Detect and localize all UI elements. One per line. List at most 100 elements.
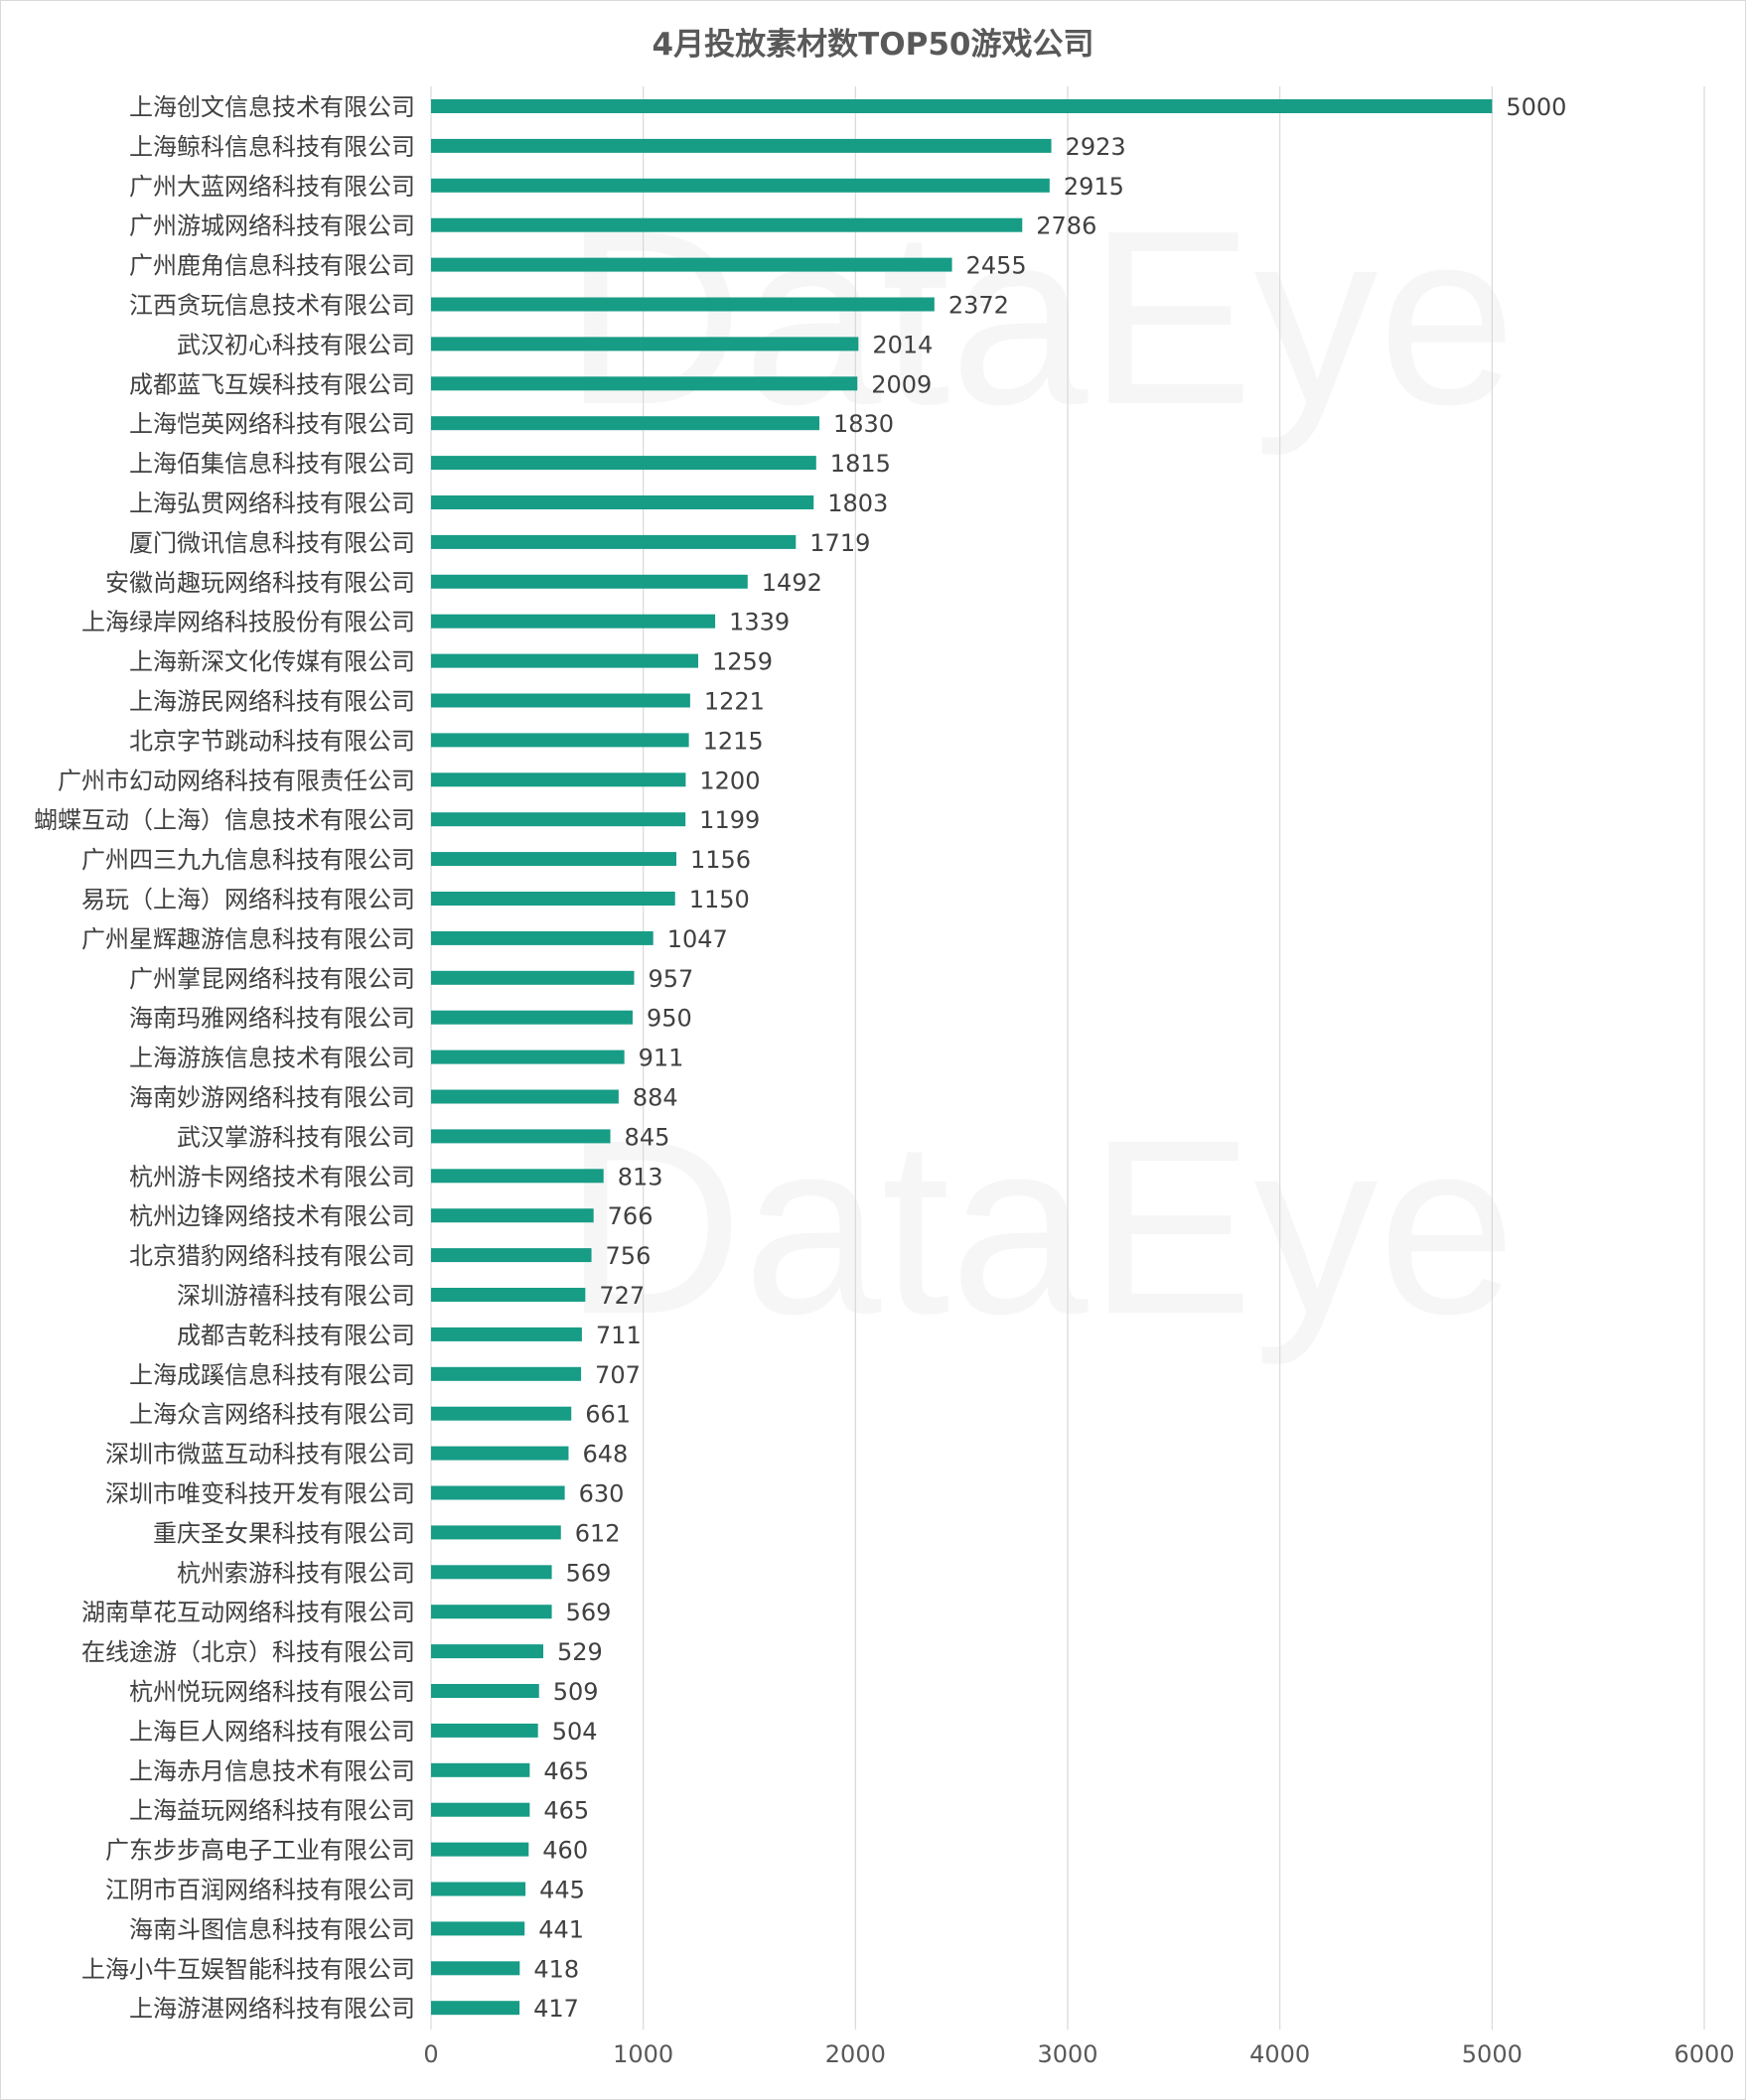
category-label: 武汉掌游科技有限公司 xyxy=(177,1123,415,1151)
bar xyxy=(431,1010,633,1025)
data-label: 630 xyxy=(579,1480,625,1508)
data-label: 707 xyxy=(595,1361,641,1389)
category-label: 湖南草花互动网络科技有限公司 xyxy=(81,1599,415,1626)
bar xyxy=(431,376,858,391)
category-label: 在线途游（北京）科技有限公司 xyxy=(81,1638,415,1666)
data-label: 5000 xyxy=(1506,93,1566,121)
chart-title: 4月投放素材数TOP50游戏公司 xyxy=(652,27,1094,63)
bar xyxy=(431,1802,530,1817)
bar xyxy=(431,1921,525,1936)
data-label: 950 xyxy=(647,1005,692,1033)
data-label: 1830 xyxy=(833,410,894,438)
data-label: 2014 xyxy=(872,331,933,358)
data-label: 529 xyxy=(557,1638,603,1666)
data-labels: 5000 2923 2915 2786 2455 2372 2014 2009 1830 1815… xyxy=(533,93,1566,2023)
category-label: 上海众言网络科技有限公司 xyxy=(129,1401,415,1429)
bar xyxy=(431,574,748,589)
category-label: 武汉初心科技有限公司 xyxy=(177,331,415,358)
data-label: 1200 xyxy=(699,767,760,794)
bar xyxy=(431,456,816,471)
category-label: 上海新深文化传媒有限公司 xyxy=(129,648,415,676)
category-label: 上海鲸科信息科技有限公司 xyxy=(129,133,415,161)
data-label: 1492 xyxy=(762,569,822,597)
category-label: 上海巨人网络科技有限公司 xyxy=(129,1718,415,1746)
data-label: 1047 xyxy=(667,925,728,953)
bar xyxy=(431,1723,538,1738)
category-label: 深圳游禧科技有限公司 xyxy=(177,1282,415,1310)
category-label: 上海恺英网络科技有限公司 xyxy=(129,410,415,438)
category-label: 上海益玩网络科技有限公司 xyxy=(129,1797,415,1825)
data-label: 1156 xyxy=(690,846,751,874)
data-label: 1259 xyxy=(712,648,773,676)
bar xyxy=(431,257,952,272)
data-label: 957 xyxy=(648,965,693,993)
data-label: 756 xyxy=(606,1242,652,1270)
category-label: 厦门微讯信息科技有限公司 xyxy=(129,529,415,557)
data-label: 504 xyxy=(552,1718,598,1746)
bar xyxy=(431,772,686,787)
bar xyxy=(431,1762,530,1777)
category-label: 江西贪玩信息技术有限公司 xyxy=(129,292,415,320)
bar xyxy=(431,693,690,708)
bar xyxy=(431,1366,582,1381)
bar xyxy=(431,1644,544,1659)
bar xyxy=(431,534,797,549)
x-tick-label: 1000 xyxy=(613,2040,673,2068)
category-label: 广州游城网络科技有限公司 xyxy=(129,212,415,240)
data-label: 445 xyxy=(539,1877,585,1904)
data-label: 727 xyxy=(599,1282,645,1310)
bar xyxy=(431,1208,594,1223)
data-label: 441 xyxy=(538,1915,584,1943)
bar xyxy=(431,1327,582,1341)
bar xyxy=(431,892,675,906)
bars xyxy=(431,99,1493,2016)
category-label: 海南玛雅网络科技有限公司 xyxy=(129,1005,415,1033)
data-label: 845 xyxy=(625,1123,670,1151)
bar xyxy=(431,653,699,668)
data-label: 2455 xyxy=(966,252,1027,280)
category-label: 广州四三九九信息科技有限公司 xyxy=(81,846,415,874)
data-label: 460 xyxy=(542,1837,588,1865)
data-label: 911 xyxy=(639,1045,684,1072)
data-label: 1803 xyxy=(827,490,888,517)
data-label: 766 xyxy=(608,1202,654,1230)
bar xyxy=(431,297,935,312)
bar xyxy=(431,1565,552,1580)
bar xyxy=(431,1605,552,1619)
data-label: 1150 xyxy=(689,886,750,913)
bar xyxy=(431,1089,619,1104)
data-label: 612 xyxy=(575,1519,621,1547)
x-tick-label: 3000 xyxy=(1037,2040,1097,2068)
data-label: 569 xyxy=(566,1559,612,1587)
data-label: 418 xyxy=(533,1955,579,1983)
category-label: 安徽尚趣玩网络科技有限公司 xyxy=(105,569,415,597)
bar xyxy=(431,217,1023,232)
x-tick-label: 2000 xyxy=(825,2040,886,2068)
data-label: 661 xyxy=(585,1401,631,1429)
x-axis-ticks: 0 1000 2000 3000 4000 5000 6000 xyxy=(423,2040,1734,2068)
x-tick-label: 6000 xyxy=(1673,2040,1734,2068)
data-label: 2372 xyxy=(948,292,1009,320)
category-label: 广州大蓝网络科技有限公司 xyxy=(129,173,415,201)
data-label: 465 xyxy=(543,1757,589,1785)
category-label: 蝴蝶互动（上海）信息技术有限公司 xyxy=(34,806,415,834)
category-label: 上海佰集信息科技有限公司 xyxy=(129,450,415,478)
category-label: 广州市幻动网络科技有限责任公司 xyxy=(58,767,415,794)
data-label: 1815 xyxy=(830,450,891,478)
category-label: 杭州游卡网络技术有限公司 xyxy=(129,1163,415,1190)
data-label: 884 xyxy=(633,1084,678,1112)
bar xyxy=(431,416,820,431)
category-label: 杭州索游科技有限公司 xyxy=(177,1559,415,1587)
category-label: 上海游民网络科技有限公司 xyxy=(129,688,415,716)
x-tick-label: 0 xyxy=(423,2040,438,2068)
bar xyxy=(431,1485,565,1500)
bar xyxy=(431,1446,569,1461)
data-label: 1215 xyxy=(703,727,764,755)
data-label: 569 xyxy=(566,1599,612,1626)
bar xyxy=(431,495,814,509)
x-tick-label: 4000 xyxy=(1249,2040,1310,2068)
bar xyxy=(431,337,859,351)
category-label: 广州星辉趣游信息科技有限公司 xyxy=(81,925,415,953)
data-label: 648 xyxy=(582,1441,628,1469)
